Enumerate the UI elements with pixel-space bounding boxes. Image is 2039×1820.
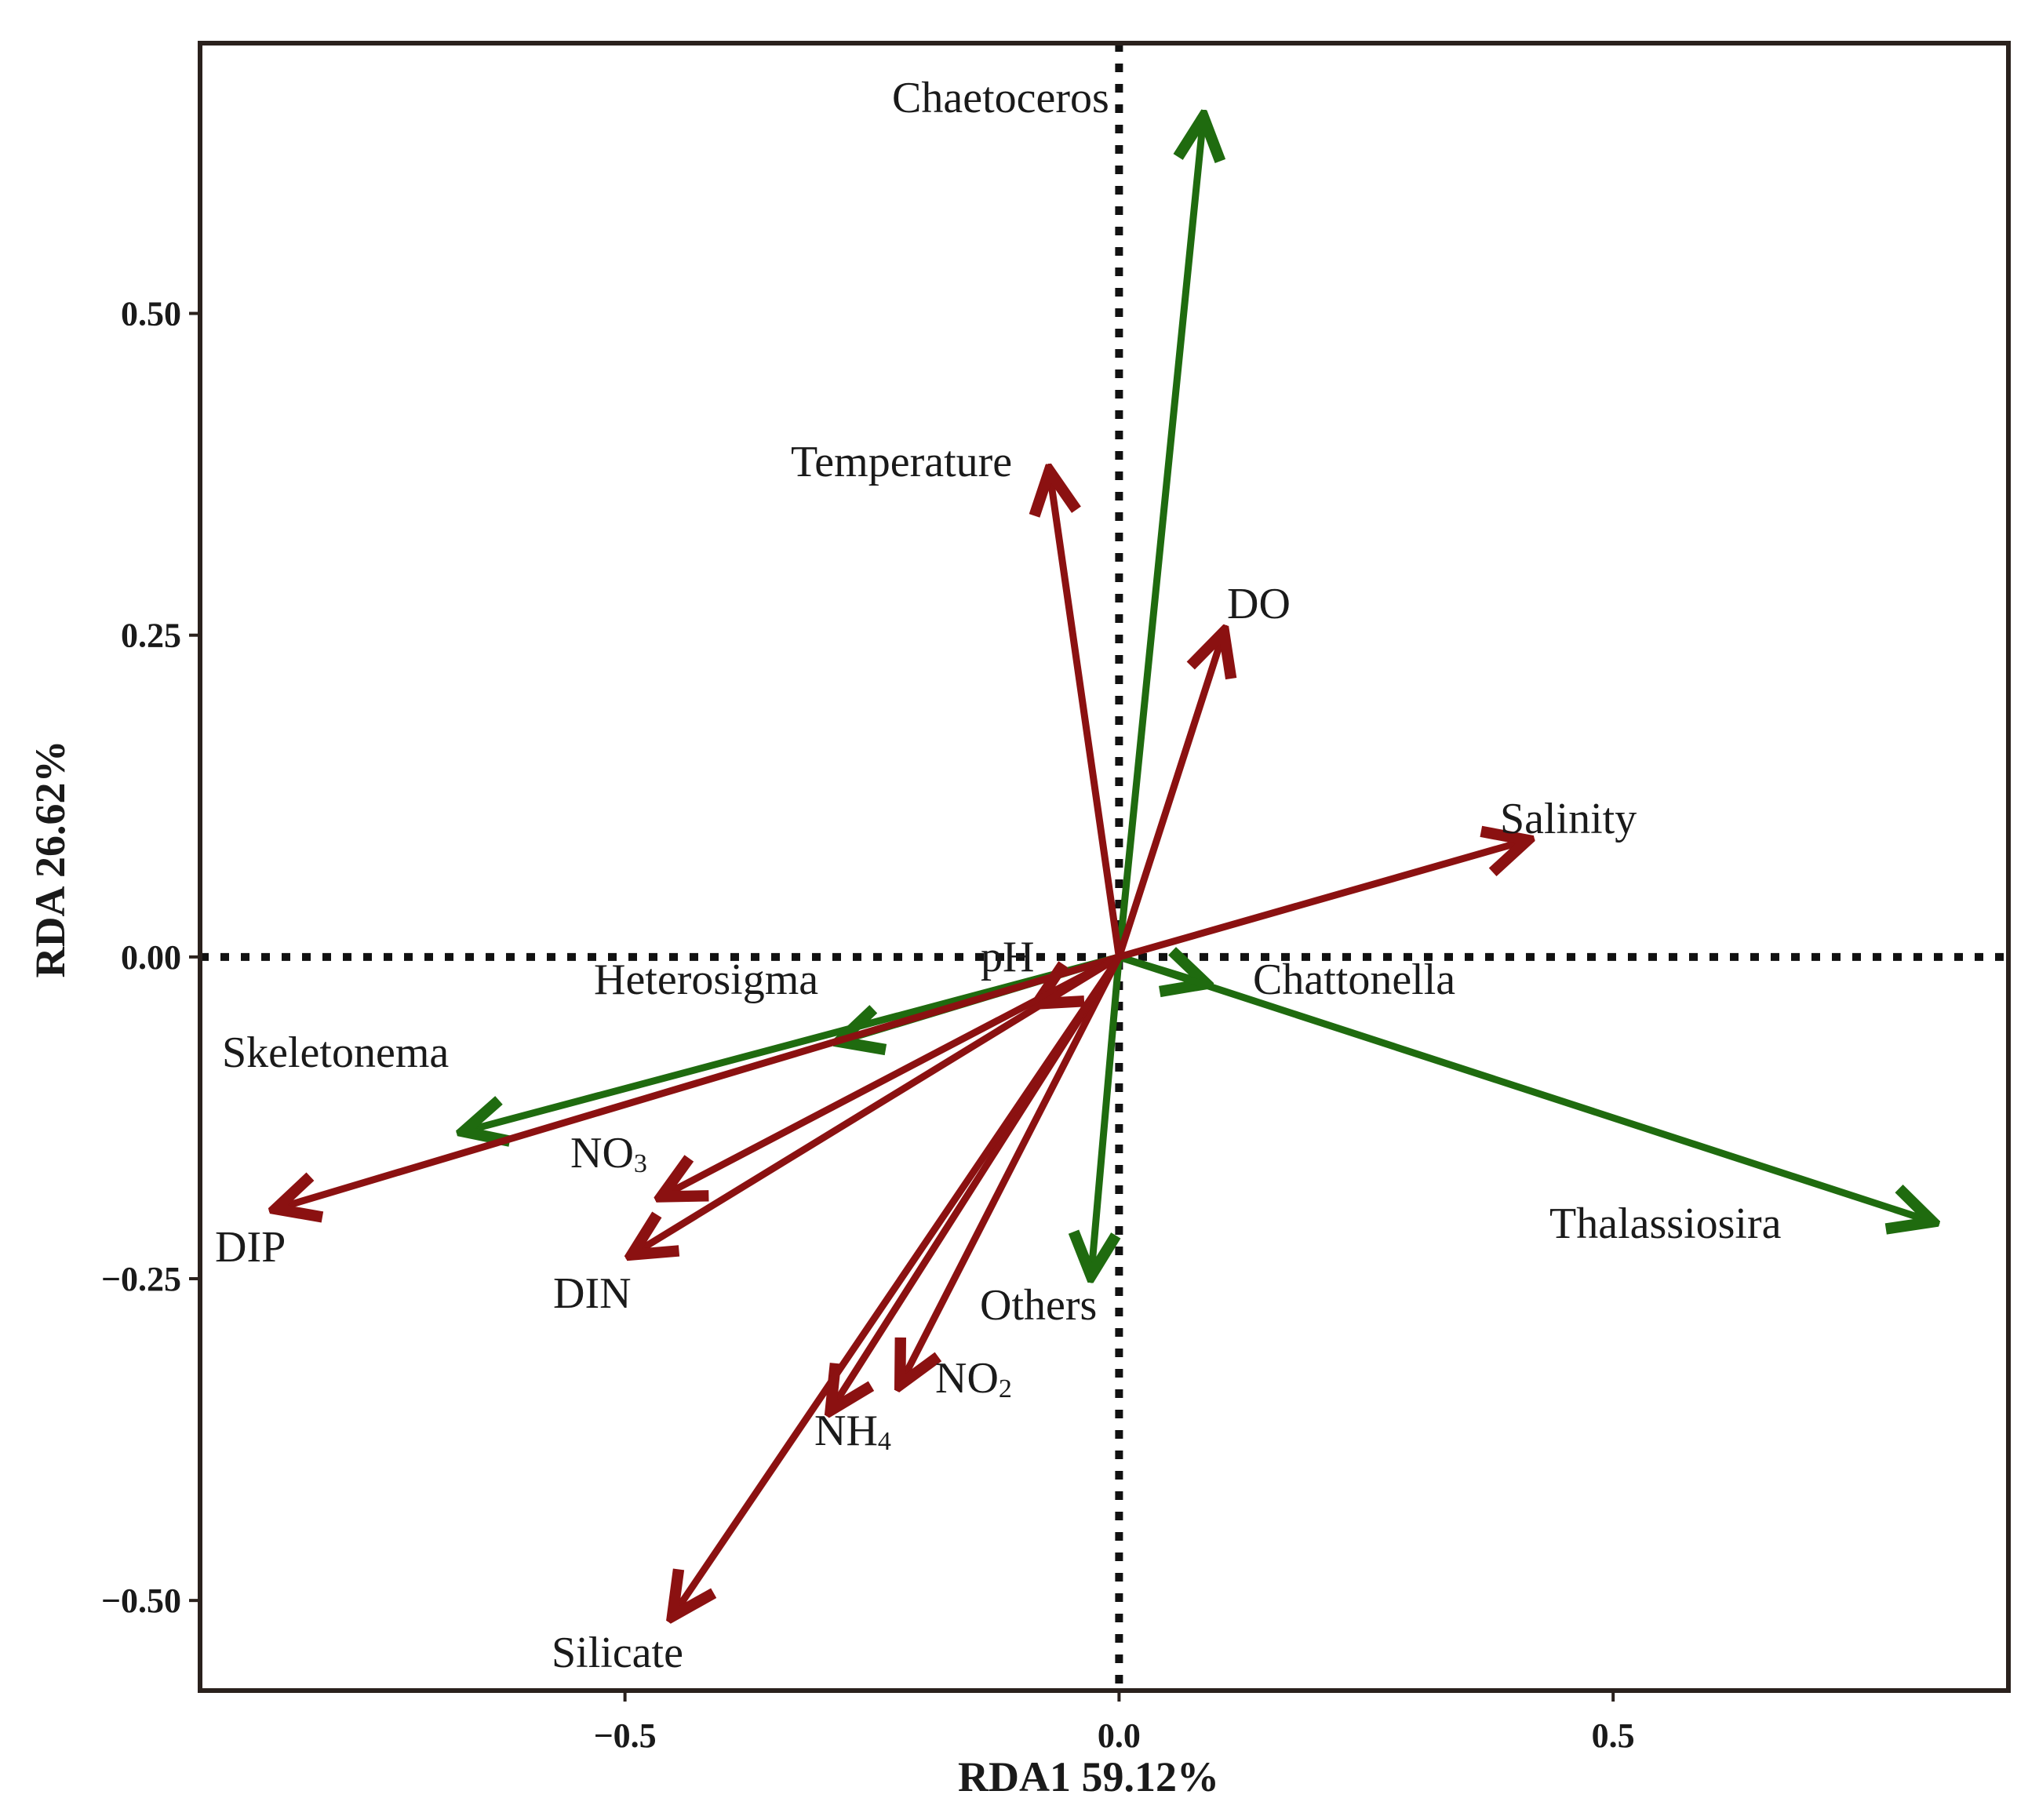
y-tick-label: −0.50 xyxy=(101,1582,181,1620)
label-chaetoceros: Chaetoceros xyxy=(892,74,1109,122)
vector-do xyxy=(1116,635,1222,959)
y-tick-label: 0.00 xyxy=(121,938,181,977)
label-nh4: NH4 xyxy=(814,1407,891,1456)
environment-vectors xyxy=(279,475,1524,1614)
vector-labels: Chaetoceros Heterosigma Skeletonema Chatton… xyxy=(215,74,1782,1677)
vector-silicate xyxy=(675,955,1123,1614)
y-axis-title: RDA 26.62% xyxy=(27,740,74,977)
vector-no2 xyxy=(901,955,1123,1381)
plot-frame xyxy=(198,41,2011,1693)
x-tick-label: 0.5 xyxy=(1592,1716,1635,1755)
vector-din xyxy=(635,954,1121,1253)
label-no3: NO3 xyxy=(570,1129,647,1178)
vector-others xyxy=(1091,956,1123,1272)
label-skeletonema: Skeletonema xyxy=(222,1028,449,1077)
label-temperature: Temperature xyxy=(791,438,1012,486)
vector-salinity xyxy=(1118,841,1524,961)
vector-chaetoceros xyxy=(1115,120,1203,958)
label-others: Others xyxy=(980,1281,1097,1330)
vector-temperature xyxy=(1050,475,1123,958)
label-do: DO xyxy=(1227,580,1291,628)
y-tick-label: 0.25 xyxy=(121,617,181,655)
x-tick-label: 0.0 xyxy=(1098,1716,1141,1755)
label-dip: DIP xyxy=(215,1223,286,1272)
label-ph: pH xyxy=(981,933,1034,981)
label-din: DIN xyxy=(553,1269,632,1318)
label-heterosigma: Heterosigma xyxy=(594,956,818,1004)
vector-no3 xyxy=(664,953,1121,1196)
label-salinity: Salinity xyxy=(1500,795,1637,843)
y-tick-label: −0.25 xyxy=(101,1260,181,1298)
label-thalassiosira: Thalassiosira xyxy=(1549,1199,1782,1248)
label-no2: NO2 xyxy=(935,1354,1012,1403)
y-tick-label: 0.50 xyxy=(121,295,181,333)
species-vectors xyxy=(467,120,1929,1272)
x-tick-label: −0.5 xyxy=(594,1716,657,1755)
label-silicate: Silicate xyxy=(552,1629,683,1677)
axis-ticks: −0.5 0.0 0.5 0.50 0.25 0.00 −0.25 −0.50 xyxy=(101,295,1635,1755)
x-axis-title: RDA1 59.12% xyxy=(958,1753,1219,1800)
label-chattonella: Chattonella xyxy=(1253,956,1455,1004)
vector-thalassiosira xyxy=(1118,953,1929,1221)
vector-dip xyxy=(279,953,1120,1208)
zero-reference-lines xyxy=(200,43,2008,1691)
